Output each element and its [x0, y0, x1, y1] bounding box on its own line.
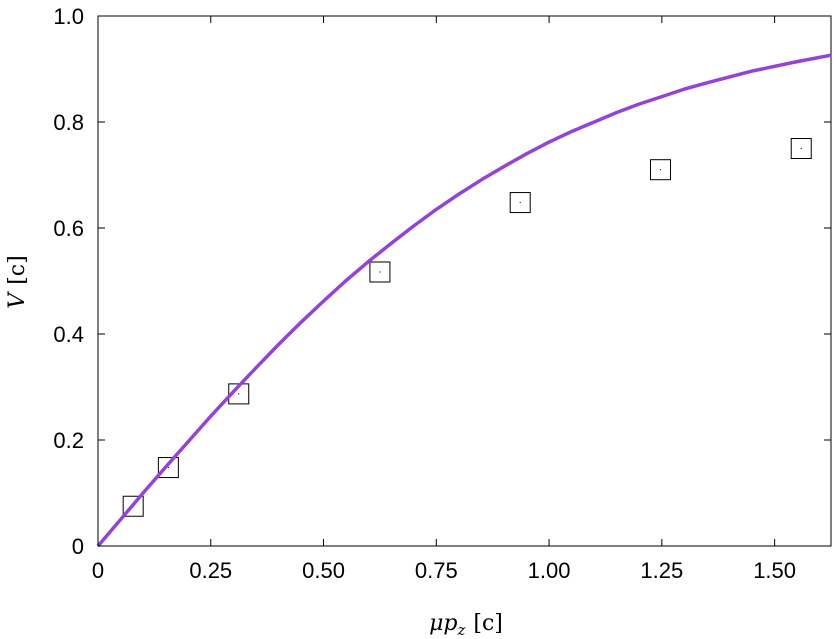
data-point-square: [649, 159, 671, 181]
data-point-center: [379, 271, 381, 273]
y-tick-label: 0.6: [53, 216, 84, 241]
x-axis-symbol: μp: [429, 611, 457, 636]
y-axis-label: V [c]: [5, 255, 30, 308]
fit-curve-line: [96, 53, 832, 548]
y-tick-label: 0.2: [53, 428, 84, 453]
data-point-center: [519, 201, 521, 204]
y-tick-label: 0.4: [53, 322, 84, 347]
data-point-center: [167, 466, 169, 469]
axis-ticks: 0 0.25 0.50 0.75 1.00 1.25 1.50 0 0.2 0.4 0.6 0.8 1.…: [53, 4, 831, 583]
x-tick-label: 0.50: [302, 558, 345, 583]
data-point-center: [800, 147, 802, 150]
x-axis-unit: [c]: [473, 611, 503, 636]
x-axis-label: μpz [c]: [429, 611, 503, 639]
data-point-square: [122, 495, 144, 517]
x-tick-label: 1.50: [753, 558, 796, 583]
x-tick-label: 0.25: [189, 558, 232, 583]
y-axis-symbol: V: [5, 291, 30, 309]
y-tick-label: 1.0: [53, 4, 84, 29]
data-marks: [96, 53, 832, 548]
x-tick-label: 1.00: [528, 558, 571, 583]
data-point-square: [157, 457, 179, 479]
x-tick-label: 0: [92, 558, 104, 583]
data-point-square: [509, 192, 531, 214]
y-tick-label: 0: [72, 534, 84, 559]
plot-frame: [97, 15, 832, 547]
data-point-square: [790, 138, 812, 159]
data-point-center: [238, 393, 240, 395]
data-point-square: [369, 261, 391, 283]
y-tick-label: 0.8: [53, 110, 84, 135]
x-tick-label: 0.75: [415, 558, 458, 583]
plot-area: [97, 15, 832, 547]
x-tick-label: 1.25: [640, 558, 683, 583]
data-point-center: [659, 169, 662, 171]
x-axis-subscript: z: [456, 621, 465, 639]
y-axis-unit: [c]: [5, 255, 30, 285]
